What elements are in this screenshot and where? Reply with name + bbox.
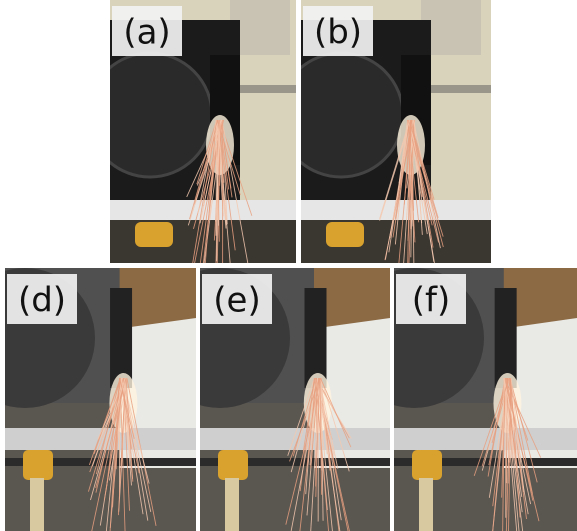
panel-label: (a) xyxy=(123,13,170,53)
photo-panel: (b) xyxy=(279,0,491,289)
grinder-wheel xyxy=(88,53,212,177)
panel-label: (b) xyxy=(314,13,362,53)
table xyxy=(394,428,577,450)
tool-rest xyxy=(305,288,327,388)
clamp xyxy=(326,222,364,247)
panel-label: (e) xyxy=(213,281,260,321)
grinder-wheel xyxy=(279,53,403,177)
clamp xyxy=(412,450,442,480)
tool-rest xyxy=(110,288,132,388)
figure: (a) (b) (d) (e) (f) xyxy=(0,0,577,531)
panel-label: (f) xyxy=(412,281,451,321)
clamp xyxy=(135,222,173,247)
photo-panel: (d) xyxy=(0,268,196,531)
clamp xyxy=(23,450,53,480)
table-leg xyxy=(419,478,433,531)
clamp xyxy=(218,450,248,480)
table-leg xyxy=(30,478,44,531)
tool-rest xyxy=(495,288,517,388)
photo-panel: (a) xyxy=(88,0,296,288)
table xyxy=(5,428,196,450)
panel-label: (d) xyxy=(18,281,66,321)
table-leg xyxy=(225,478,239,531)
